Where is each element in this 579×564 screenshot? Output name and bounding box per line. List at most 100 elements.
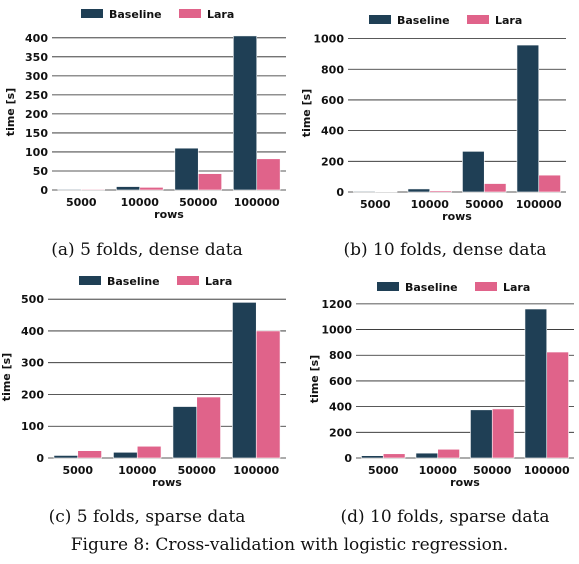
- panel-caption: (d) 10 folds, sparse data: [340, 507, 549, 527]
- legend-label-lara: Lara: [503, 281, 530, 294]
- legend-label-lara: Lara: [205, 275, 232, 288]
- y-tick-label: 200: [25, 108, 48, 121]
- y-tick-label: 600: [329, 375, 352, 388]
- y-tick-label: 200: [329, 426, 352, 439]
- legend-swatch-baseline: [81, 9, 103, 18]
- y-tick-label: 0: [36, 452, 44, 465]
- y-tick-label: 400: [25, 32, 48, 45]
- x-tick-label: 10000: [118, 464, 157, 477]
- legend-label-baseline: Baseline: [397, 14, 450, 27]
- x-tick-label: 5000: [368, 464, 399, 477]
- legend-label-baseline: Baseline: [405, 281, 458, 294]
- legend-label-baseline: Baseline: [109, 8, 162, 21]
- bar-baseline-50000: [462, 151, 485, 193]
- y-tick-label: 1200: [321, 298, 352, 311]
- bar-baseline-10000: [415, 452, 439, 459]
- y-tick-label: 0: [344, 452, 352, 465]
- legend-label-lara: Lara: [207, 8, 234, 21]
- y-tick-label: 500: [21, 293, 44, 306]
- bar-lara-50000: [196, 396, 221, 459]
- legend-swatch-baseline: [369, 15, 391, 24]
- bar-lara-10000: [139, 187, 164, 191]
- x-axis-label: rows: [154, 208, 184, 221]
- y-tick-label: 100: [25, 146, 48, 159]
- panel-caption: (b) 10 folds, dense data: [343, 240, 546, 260]
- bar-lara-5000: [77, 450, 102, 459]
- bar-lara-5000: [382, 453, 406, 459]
- y-axis-label: time [s]: [4, 88, 17, 136]
- y-tick-label: 150: [25, 127, 48, 140]
- bar-lara-100000: [538, 174, 561, 193]
- y-tick-label: 350: [25, 51, 48, 64]
- bar-lara-10000: [429, 190, 452, 193]
- bar-baseline-5000: [57, 188, 82, 191]
- bar-lara-50000: [483, 183, 507, 193]
- bar-baseline-10000: [116, 186, 141, 191]
- legend-swatch-baseline: [79, 276, 101, 285]
- bar-baseline-10000: [407, 188, 431, 193]
- y-tick-label: 400: [329, 401, 352, 414]
- y-tick-label: 300: [25, 70, 48, 83]
- legend-label-baseline: Baseline: [107, 275, 160, 288]
- bar-lara-100000: [256, 158, 281, 191]
- y-tick-label: 200: [21, 388, 44, 401]
- y-axis-label: time [s]: [308, 355, 321, 403]
- y-tick-label: 800: [329, 349, 352, 362]
- x-tick-label: 5000: [360, 198, 391, 211]
- bar-lara-5000: [80, 188, 105, 191]
- legend-swatch-lara: [177, 276, 199, 285]
- legend-swatch-lara: [179, 9, 201, 18]
- x-tick-label: 5000: [66, 196, 97, 209]
- panel-caption: (a) 5 folds, dense data: [51, 240, 242, 260]
- bar-baseline-100000: [516, 44, 540, 193]
- x-tick-label: 100000: [233, 464, 279, 477]
- x-axis-label: rows: [152, 476, 182, 489]
- y-tick-label: 600: [321, 94, 344, 107]
- bar-lara-10000: [136, 445, 162, 459]
- legend-swatch-lara: [475, 282, 497, 291]
- y-tick-label: 800: [321, 63, 344, 76]
- bar-baseline-10000: [113, 451, 138, 459]
- y-tick-label: 250: [25, 89, 48, 102]
- y-axis-label: time [s]: [300, 89, 313, 137]
- y-tick-label: 100: [21, 420, 44, 433]
- x-tick-label: 10000: [121, 196, 160, 209]
- y-tick-label: 400: [21, 325, 44, 338]
- y-tick-label: 1000: [321, 324, 352, 337]
- x-tick-label: 50000: [473, 464, 512, 477]
- bar-lara-100000: [255, 330, 281, 459]
- figure-caption: Figure 8: Cross-validation with logistic…: [71, 535, 508, 555]
- legend-swatch-lara: [467, 15, 489, 24]
- chart-panel-4: 0 200 400 600 800 1000 1200 5000 10000 50000 10000…: [308, 281, 574, 527]
- bar-baseline-100000: [233, 35, 258, 191]
- bar-baseline-100000: [524, 308, 548, 459]
- y-axis-label: time [s]: [0, 353, 13, 401]
- x-tick-label: 50000: [465, 198, 504, 211]
- y-tick-label: 0: [336, 186, 344, 199]
- x-tick-label: 10000: [411, 198, 450, 211]
- bar-baseline-5000: [53, 455, 79, 459]
- panel-caption: (c) 5 folds, sparse data: [49, 507, 246, 527]
- y-tick-label: 200: [321, 155, 344, 168]
- chart-panel-3: 0 100 200 300 400 500 5000 10000 50000 100000 rows…: [0, 275, 286, 527]
- x-tick-label: 10000: [419, 464, 458, 477]
- chart-panel-2: 0 200 400 600 800 1000 5000 10000 50000 100000 row…: [300, 14, 566, 260]
- y-tick-label: 400: [321, 125, 344, 138]
- x-axis-label: rows: [442, 210, 472, 223]
- bar-baseline-100000: [232, 302, 257, 459]
- legend-swatch-baseline: [377, 282, 399, 291]
- x-tick-label: 50000: [179, 196, 218, 209]
- y-tick-label: 1000: [313, 33, 344, 46]
- x-tick-label: 100000: [516, 198, 562, 211]
- bar-baseline-5000: [353, 190, 376, 193]
- bar-baseline-50000: [174, 147, 199, 191]
- bar-baseline-5000: [361, 455, 384, 459]
- x-tick-label: 100000: [524, 464, 570, 477]
- x-tick-label: 50000: [178, 464, 217, 477]
- legend-label-lara: Lara: [495, 14, 522, 27]
- bar-lara-50000: [491, 408, 515, 459]
- bar-lara-100000: [546, 351, 569, 459]
- x-tick-label: 100000: [234, 196, 280, 209]
